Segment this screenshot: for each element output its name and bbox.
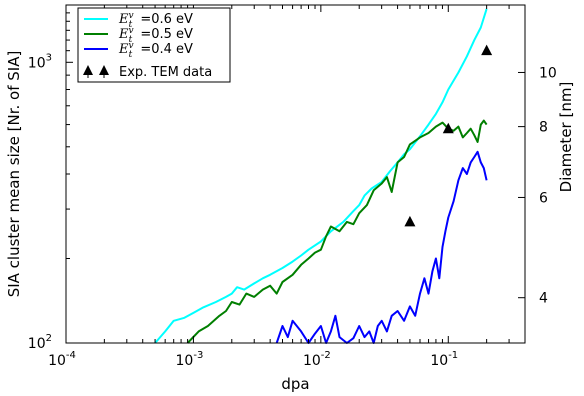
ticks-layer: 10-4 10-3 10-2 10-1 102 103 4 6 8 10 [28,5,557,369]
legend-label-2: Ev t =0.5 eV [118,26,193,45]
y-axis-label-left: SIA cluster mean size [Nr. of SIA] [5,51,23,298]
right-tick-label-2: 8 [539,120,548,136]
legend-label-tem: Exp. TEM data [119,65,212,80]
legend-tem-marker-1 [83,65,93,75]
y-tick-label-0: 102 [28,333,52,352]
y-axis-label-right: Diameter [nm] [557,82,575,193]
tem-marker-1 [404,215,416,227]
x-tick-label-2: 10-2 [303,350,331,369]
series-line-2 [186,119,488,344]
right-tick-label-3: 10 [539,65,557,81]
legend-tem-marker-2 [99,65,109,75]
y-tick-label-1: 103 [28,52,52,71]
legend-label-1: Ev t =0.6 eV [118,11,193,30]
legend-label-3: Ev t =0.4 eV [118,41,193,60]
right-tick-label-1: 6 [539,190,548,206]
series-layer [154,8,488,344]
right-tick-label-0: 4 [539,291,548,307]
x-tick-label-1: 10-3 [176,350,204,369]
tem-marker-2 [442,122,454,134]
x-tick-label-0: 10-4 [48,350,76,369]
tem-markers-layer [404,44,493,227]
tem-marker-3 [481,44,493,56]
x-axis-label: dpa [281,375,309,393]
x-tick-label-3: 10-1 [430,350,458,369]
series-line-3 [275,150,488,344]
series-line-1 [154,8,488,344]
